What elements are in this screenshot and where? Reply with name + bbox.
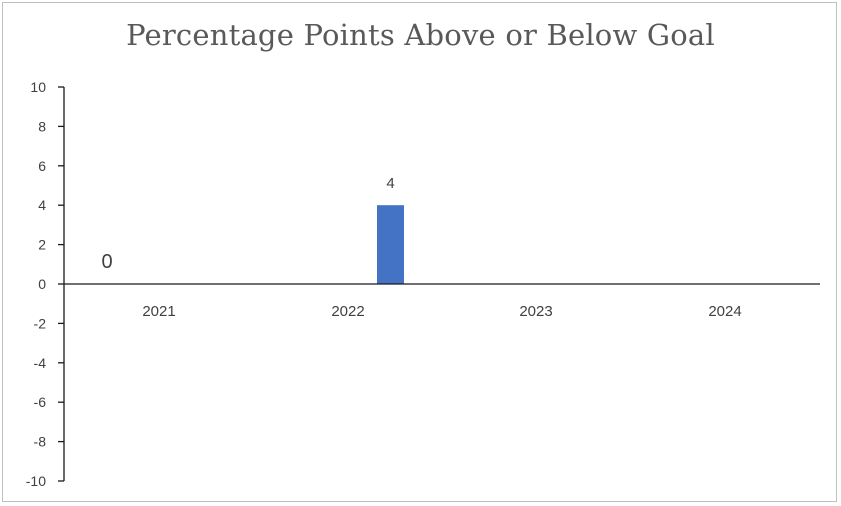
y-tick-label: 10 [30,79,46,95]
data-label-2022: 4 [386,175,394,192]
y-tick-label: 2 [38,237,46,253]
y-tick-label: -6 [34,394,47,410]
bar-2022 [377,205,404,284]
data-labels: 04 [101,175,394,273]
y-tick-label: -4 [34,355,47,371]
chart-title: Percentage Points Above or Below Goal [126,18,715,52]
x-axis: 2021 2022 2023 2024 [64,283,820,320]
data-label-2021: 0 [101,251,112,273]
x-tick-label: 2022 [331,303,364,320]
x-tick-label: 2023 [519,303,552,320]
y-tick-label: -10 [26,473,46,489]
y-tick-label: 0 [38,276,46,292]
y-tick-label: 8 [38,118,46,134]
y-tick-label: 6 [38,158,46,174]
y-tick-label: -8 [34,434,47,450]
y-tick-label: -2 [34,315,47,331]
bars [377,205,404,284]
x-tick-label: 2021 [142,303,175,320]
y-tick-label: 4 [38,197,46,213]
x-tick-label: 2024 [708,303,741,320]
y-axis: 10 8 6 4 2 0 -2 -4 -6 -8 -10 [26,79,65,489]
